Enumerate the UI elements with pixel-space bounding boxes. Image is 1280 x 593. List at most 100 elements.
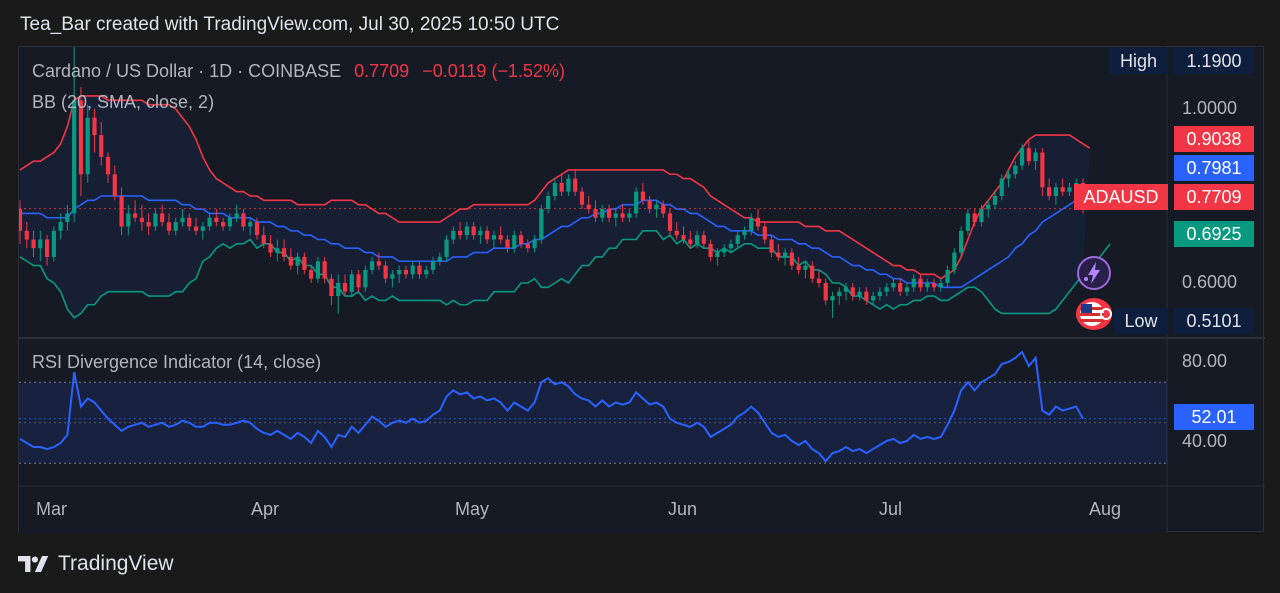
candle-body: [559, 182, 564, 192]
candle: [248, 217, 253, 236]
candle: [410, 261, 415, 279]
candle: [945, 265, 950, 288]
candle: [850, 283, 855, 301]
candle: [92, 109, 97, 153]
time-label-apr: Apr: [251, 499, 280, 519]
candle-body: [437, 256, 442, 262]
candle-body: [410, 265, 415, 275]
candle: [72, 47, 77, 223]
symbol-tag: ADAUSD: [1074, 184, 1168, 210]
rsi-current-value: 52.01: [1174, 404, 1254, 430]
candle-body: [403, 269, 409, 275]
candle: [315, 256, 321, 283]
candle-body: [647, 200, 652, 210]
candle: [31, 230, 36, 257]
candle: [627, 209, 632, 223]
candle-body: [193, 226, 199, 231]
candle-body: [945, 269, 950, 283]
candle: [153, 209, 158, 231]
candle-body: [309, 269, 314, 279]
candle-body: [430, 261, 436, 270]
footer-brand: TradingView: [18, 552, 174, 576]
candle-body: [708, 243, 713, 257]
candle: [397, 265, 402, 283]
candle: [457, 222, 463, 240]
candle: [491, 230, 497, 249]
candle: [214, 209, 219, 227]
chart-frame[interactable]: [18, 46, 1265, 533]
upper-band-value: 0.9038: [1174, 126, 1254, 152]
candle: [688, 230, 693, 249]
candle: [133, 200, 138, 223]
candle-body: [999, 178, 1004, 196]
candle: [972, 209, 977, 227]
candle-body: [850, 287, 855, 297]
candle-body: [959, 230, 964, 253]
candle-body: [586, 204, 591, 210]
header-attribution: Tea_Bar created with TradingView.com, Ju…: [20, 14, 560, 35]
candle-body: [1026, 148, 1031, 162]
candle-body: [31, 239, 36, 249]
candle: [816, 269, 822, 288]
chart-canvas[interactable]: [19, 47, 1265, 533]
candle: [403, 265, 409, 279]
candle: [647, 196, 652, 214]
candle: [322, 256, 327, 283]
candle: [539, 204, 544, 244]
candle-body: [444, 239, 449, 257]
candle-body: [72, 100, 77, 214]
candle: [1019, 143, 1025, 170]
bb-legend[interactable]: BB (20, SMA, close, 2): [32, 92, 215, 112]
candle: [999, 174, 1004, 201]
rsi-pane: [19, 350, 1167, 464]
candle: [1013, 161, 1018, 179]
candle-body: [606, 209, 612, 218]
candle-body: [295, 256, 300, 266]
candle: [891, 278, 896, 292]
candle: [742, 226, 747, 240]
candle: [755, 209, 761, 231]
time-label-may: May: [455, 499, 490, 519]
candle: [254, 217, 260, 240]
candle-body: [755, 217, 761, 227]
candlesticks: [19, 47, 1086, 318]
candle-body: [972, 213, 977, 223]
candle-body: [525, 243, 530, 249]
candle-body: [275, 248, 280, 253]
candle-body: [38, 239, 43, 249]
candle-body: [904, 287, 910, 292]
candle: [139, 204, 144, 231]
candle: [776, 243, 781, 262]
candle: [478, 226, 483, 244]
candle-body: [742, 230, 747, 236]
candle-body: [153, 213, 158, 227]
rsi-legend[interactable]: RSI Divergence Indicator (14, close): [32, 352, 322, 372]
candle: [959, 226, 964, 257]
us-flag-icon[interactable]: [1076, 298, 1112, 330]
candle-body: [329, 278, 334, 297]
candle-body: [1033, 152, 1038, 162]
candle: [925, 278, 930, 292]
candle-body: [884, 287, 889, 292]
candle: [620, 204, 625, 223]
symbol-legend[interactable]: Cardano / US Dollar · 1D · COINBASE 0.77…: [32, 61, 565, 82]
candle: [221, 217, 226, 231]
candle-body: [241, 213, 246, 227]
candle: [166, 213, 172, 236]
candle: [857, 287, 862, 301]
candle-body: [376, 261, 381, 266]
candle: [864, 287, 869, 305]
candle: [430, 256, 436, 275]
candle-body: [546, 196, 551, 210]
candle-body: [627, 213, 632, 218]
candle: [782, 248, 788, 266]
symbol-name: Cardano / US Dollar · 1D · COINBASE: [32, 61, 342, 81]
lightning-icon[interactable]: [1077, 256, 1111, 290]
candle-body: [938, 283, 943, 288]
candle: [268, 235, 273, 257]
candle-body: [471, 226, 476, 236]
candle: [918, 274, 923, 292]
candle: [119, 187, 124, 236]
candle-body: [728, 243, 734, 249]
candle-body: [931, 283, 937, 288]
